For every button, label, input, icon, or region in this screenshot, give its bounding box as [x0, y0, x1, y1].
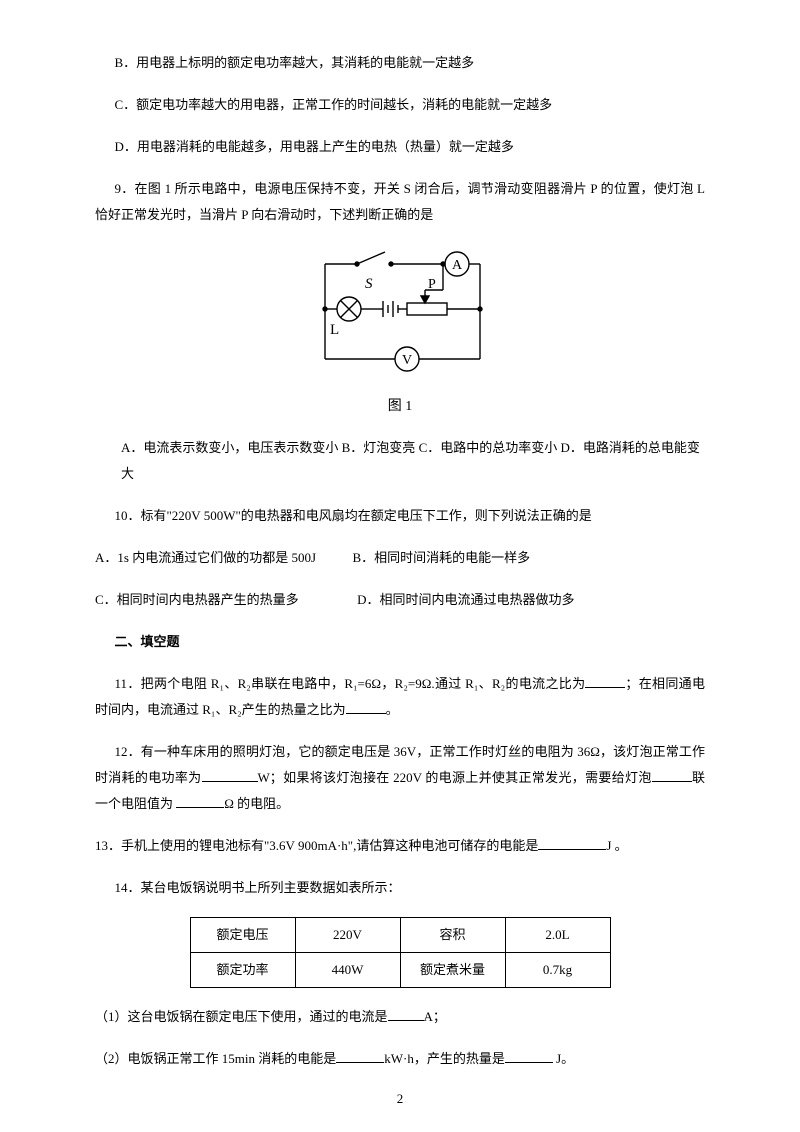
q9-B: B．灯泡变亮 — [342, 440, 416, 455]
q9-A: A．电流表示数变小，电压表示数变小 — [121, 440, 338, 455]
q11: 11．把两个电阻 R₁、R₂串联在电路中，R₁=6Ω，R₂=9Ω.通过 R₁、R… — [95, 671, 705, 723]
q14-sub2-mid: kW·h，产生的热量是 — [384, 1051, 505, 1066]
q10-B: B．相同时间消耗的电能一样多 — [353, 550, 531, 565]
q14-sub1-blank — [388, 1007, 424, 1021]
q12-blank3 — [176, 794, 224, 808]
q12-end: Ω 的电阻。 — [224, 796, 289, 811]
q14-table: 额定电压 220V 容积 2.0L 额定功率 440W 额定煮米量 0.7kg — [190, 917, 611, 988]
label-P: P — [428, 277, 436, 292]
section2-heading: 二、填空题 — [95, 629, 705, 655]
q10-A: A．1s 内电流通过它们做的功都是 500J — [95, 550, 316, 565]
cell: 2.0L — [505, 918, 610, 953]
q9-choices: A．电流表示数变小，电压表示数变小 B．灯泡变亮 C．电路中的总功率变小 D．电… — [95, 435, 705, 487]
cell: 容积 — [400, 918, 505, 953]
page-number: 2 — [0, 1086, 800, 1112]
q14-sub2-end: J。 — [553, 1051, 574, 1066]
option-D: D．用电器消耗的电能越多，用电器上产生的电热（热量）就一定越多 — [95, 134, 705, 160]
label-L: L — [330, 322, 339, 338]
q9-circuit: S L A V P 图 1 — [95, 244, 705, 421]
cell: 220V — [295, 918, 400, 953]
q12: 12．有一种车床用的照明灯泡，它的额定电压是 36V，正常工作时灯丝的电阻为 3… — [95, 739, 705, 817]
q11-blank1 — [585, 674, 625, 688]
q11-blank2 — [346, 700, 386, 714]
option-C: C．额定电功率越大的用电器，正常工作的时间越长，消耗的电能就一定越多 — [95, 92, 705, 118]
page-container: B．用电器上标明的额定电功率越大，其消耗的电能就一定越多 C．额定电功率越大的用… — [0, 0, 800, 1132]
q14-sub2: （2）电饭锅正常工作 15min 消耗的电能是 kW·h，产生的热量是 J。 — [95, 1046, 705, 1072]
cell: 额定功率 — [190, 953, 295, 988]
table-row: 额定功率 440W 额定煮米量 0.7kg — [190, 953, 610, 988]
label-A: A — [452, 258, 463, 273]
label-S: S — [365, 276, 373, 292]
q14-sub1: （1）这台电饭锅在额定电压下使用，通过的电流是 A； — [95, 1004, 705, 1030]
q9-C: C．电路中的总功率变小 — [419, 440, 558, 455]
q14-stem: 14．某台电饭锅说明书上所列主要数据如表所示： — [95, 875, 705, 901]
q11-end: 。 — [386, 702, 399, 717]
q12-mid1: W；如果将该灯泡接在 220V 的电源上并使其正常发光，需要给灯泡 — [258, 770, 652, 785]
q10-stem: 10．标有"220V 500W"的电热器和电风扇均在额定电压下工作，则下列说法正… — [95, 503, 705, 529]
q10-row1: A．1s 内电流通过它们做的功都是 500J B．相同时间消耗的电能一样多 — [95, 545, 705, 571]
option-B: B．用电器上标明的额定电功率越大，其消耗的电能就一定越多 — [95, 50, 705, 76]
label-V: V — [402, 353, 412, 368]
cell: 440W — [295, 953, 400, 988]
q14-sub2-pre: （2）电饭锅正常工作 15min 消耗的电能是 — [95, 1051, 336, 1066]
q13-blank — [538, 836, 606, 850]
q14-sub2-blank1 — [336, 1049, 384, 1063]
cell: 0.7kg — [505, 953, 610, 988]
q11-pre1: 11．把两个电阻 R₁、R₂串联在电路中，R₁=6Ω，R₂=9Ω.通过 R₁、R… — [115, 676, 586, 691]
circuit-svg: S L A V P — [295, 244, 505, 384]
q14-sub2-blank2 — [505, 1049, 553, 1063]
q9-stem: 9．在图 1 所示电路中，电源电压保持不变，开关 S 闭合后，调节滑动变阻器滑片… — [95, 176, 705, 228]
q14-sub1-end: A； — [424, 1009, 446, 1024]
q13: 13．手机上使用的锂电池标有"3.6V 900mA·h",请估算这种电池可储存的… — [95, 833, 705, 859]
q12-blank1 — [202, 768, 258, 782]
cell: 额定煮米量 — [400, 953, 505, 988]
cell: 额定电压 — [190, 918, 295, 953]
q12-blank2 — [652, 768, 692, 782]
q13-pre: 13．手机上使用的锂电池标有"3.6V 900mA·h",请估算这种电池可储存的… — [95, 838, 538, 853]
q10-C: C．相同时间内电热器产生的热量多 — [95, 592, 299, 607]
q14-sub1-pre: （1）这台电饭锅在额定电压下使用，通过的电流是 — [95, 1009, 388, 1024]
table-row: 额定电压 220V 容积 2.0L — [190, 918, 610, 953]
q10-row2: C．相同时间内电热器产生的热量多 D．相同时间内电流通过电热器做功多 — [95, 587, 705, 613]
q13-end: J 。 — [606, 838, 627, 853]
q10-D: D．相同时间内电流通过电热器做功多 — [357, 592, 574, 607]
fig1-caption: 图 1 — [95, 393, 705, 421]
